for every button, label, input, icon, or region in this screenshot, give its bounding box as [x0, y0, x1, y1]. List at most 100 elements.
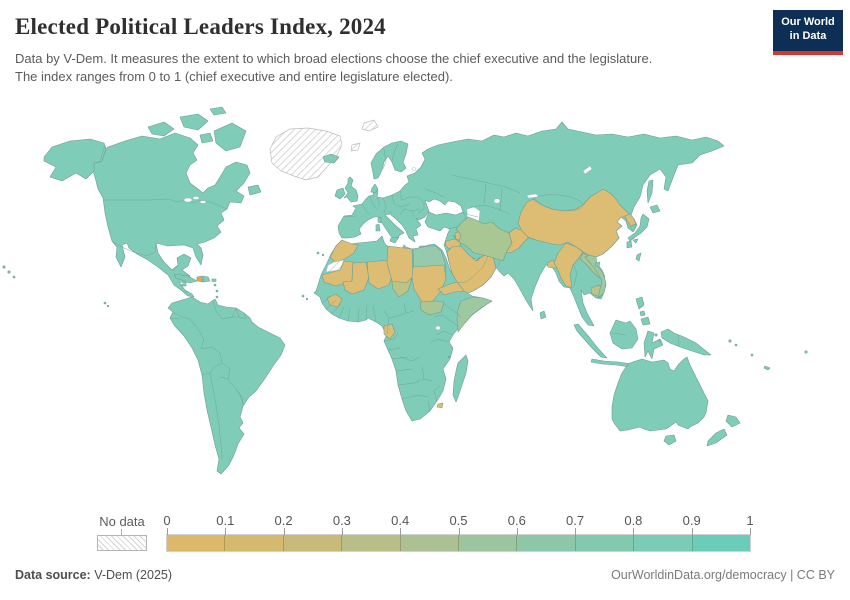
country-japan[interactable]: [626, 204, 661, 249]
hawaii-islands[interactable]: [12, 275, 16, 279]
lesser-antilles[interactable]: [215, 295, 219, 299]
island-sardinia[interactable]: [375, 223, 381, 232]
country-eritrea-djibouti[interactable]: [437, 281, 465, 296]
credit-link[interactable]: OurWorldinData.org/democracy: [611, 568, 787, 582]
country-iceland[interactable]: [322, 153, 340, 164]
lake-ladoga: [411, 167, 417, 171]
legend-segment[interactable]: [575, 535, 635, 551]
country-libya[interactable]: [386, 245, 414, 284]
country-china[interactable]: [517, 188, 631, 258]
border-us-mexico: [112, 241, 157, 257]
island-corsica[interactable]: [377, 216, 382, 224]
galapagos-islands[interactable]: [106, 304, 110, 308]
island-solomon[interactable]: [728, 339, 732, 343]
owid-logo[interactable]: Our World in Data: [773, 10, 843, 55]
continent-north-america[interactable]: [2, 106, 262, 299]
country-mali[interactable]: [342, 261, 370, 295]
lake-baikal: [582, 165, 593, 175]
island-solomon[interactable]: [734, 343, 738, 347]
world-map[interactable]: [0, 105, 850, 510]
country-jamaica[interactable]: [181, 283, 187, 287]
country-puerto-rico[interactable]: [211, 278, 217, 282]
galapagos-islands[interactable]: [103, 301, 107, 305]
greenland-offshore-island[interactable]: [350, 142, 361, 152]
lesser-antilles[interactable]: [213, 283, 217, 287]
island-sumatra[interactable]: [573, 323, 608, 359]
legend-segment[interactable]: [400, 535, 460, 551]
country-usa-canada-mexico[interactable]: [90, 132, 251, 298]
legend-segment[interactable]: [283, 535, 343, 551]
canary-islands[interactable]: [321, 253, 325, 257]
country-greenland[interactable]: [269, 127, 343, 181]
country-australia[interactable]: [611, 356, 709, 432]
island-vanuatu[interactable]: [750, 353, 754, 357]
legend-segment[interactable]: [517, 535, 576, 551]
country-scandinavia[interactable]: [370, 140, 409, 180]
island-new-caledonia[interactable]: [763, 365, 771, 371]
hawaii-islands[interactable]: [7, 270, 11, 274]
country-denmark[interactable]: [370, 183, 379, 194]
country-ireland[interactable]: [334, 187, 346, 200]
country-bangladesh[interactable]: [546, 259, 558, 269]
country-tasmania[interactable]: [663, 434, 677, 446]
island-comoros[interactable]: [447, 355, 451, 359]
legend-segment[interactable]: [342, 535, 401, 551]
country-cuba[interactable]: [173, 273, 198, 284]
hawaii-islands[interactable]: [2, 265, 6, 269]
no-data-regions[interactable]: [269, 119, 379, 181]
legend-segment[interactable]: [634, 535, 693, 551]
country-newfoundland[interactable]: [247, 184, 262, 196]
island-sulawesi[interactable]: [643, 330, 664, 360]
country-eswatini[interactable]: [436, 402, 444, 409]
country-alaska[interactable]: [43, 138, 107, 182]
island-moluccas[interactable]: [654, 333, 658, 337]
country-united-kingdom[interactable]: [343, 176, 359, 203]
island-fiji[interactable]: [804, 350, 808, 354]
island-moluccas[interactable]: [658, 339, 662, 343]
country-myanmar[interactable]: [553, 242, 584, 289]
legend-segment[interactable]: [167, 535, 226, 551]
great-lakes: [192, 196, 200, 200]
country-canada-arctic-islands[interactable]: [147, 106, 247, 152]
country-western-sahara[interactable]: [325, 259, 345, 273]
country-south-sudan[interactable]: [419, 300, 445, 316]
legend-tick-label: 0.4: [391, 513, 410, 528]
country-taiwan[interactable]: [635, 252, 642, 262]
legend-segment[interactable]: [692, 535, 751, 551]
country-morocco[interactable]: [329, 239, 359, 263]
continent-africa[interactable]: [301, 235, 493, 422]
country-svalbard[interactable]: [361, 119, 379, 132]
island-hainan[interactable]: [594, 261, 601, 268]
country-philippines[interactable]: [635, 296, 651, 326]
country-somalia[interactable]: [456, 296, 493, 333]
chart-subtitle: Data by V-Dem. It measures the extent to…: [15, 50, 775, 86]
country-iran[interactable]: [455, 216, 513, 262]
lesser-antilles[interactable]: [215, 289, 219, 293]
country-south-america[interactable]: [167, 296, 286, 475]
island-sakhalin[interactable]: [646, 179, 654, 204]
country-madagascar[interactable]: [452, 354, 469, 403]
islands-east-asia[interactable]: [539, 179, 808, 371]
continent-south-america[interactable]: [103, 296, 286, 475]
legend-segment[interactable]: [225, 535, 284, 551]
colored-countries-asia[interactable]: [444, 188, 637, 299]
continent-oceania[interactable]: [611, 356, 741, 447]
country-dominican-republic[interactable]: [202, 275, 211, 283]
country-haiti[interactable]: [196, 275, 204, 283]
legend-tick-line: [341, 528, 343, 535]
island-new-guinea[interactable]: [660, 328, 712, 356]
legend-segment[interactable]: [459, 535, 518, 551]
cape-verde-islands[interactable]: [305, 297, 309, 301]
island-sicily[interactable]: [389, 236, 400, 244]
cape-verde-islands[interactable]: [301, 294, 305, 298]
no-data-swatch[interactable]: [97, 535, 147, 551]
map-legend: No data 0 0.1 0.2 0.3 0.4 0.5 0.6 0.7 0.8 0.9 1: [0, 512, 850, 558]
country-guinea[interactable]: [326, 293, 343, 308]
canary-islands[interactable]: [316, 251, 320, 255]
country-sri-lanka[interactable]: [539, 310, 547, 320]
country-afghanistan[interactable]: [505, 227, 532, 254]
legend-colorbar[interactable]: [166, 534, 751, 552]
lake-victoria: [435, 325, 441, 331]
country-new-zealand[interactable]: [706, 414, 741, 447]
country-gabon[interactable]: [383, 323, 396, 340]
